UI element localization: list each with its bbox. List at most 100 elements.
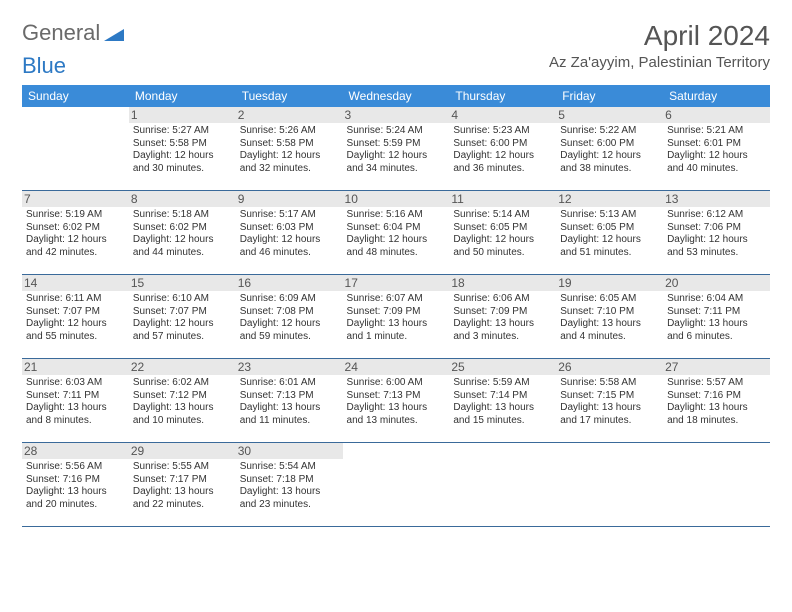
sunset-text: Sunset: 7:11 PM	[667, 306, 766, 319]
calendar-cell: 23 Sunrise: 6:01 AMSunset: 7:13 PMDayligh…	[236, 359, 343, 443]
day-info: Sunrise: 5:19 AMSunset: 6:02 PMDaylight:…	[26, 209, 125, 259]
sunrise-text: Sunrise: 5:59 AM	[453, 377, 552, 390]
day-number: 10	[343, 191, 450, 207]
sunset-text: Sunset: 7:09 PM	[347, 306, 446, 319]
day-number: 13	[663, 191, 770, 207]
daylight-text: Daylight: 12 hours and 48 minutes.	[347, 234, 446, 259]
daylight-text: Daylight: 12 hours and 50 minutes.	[453, 234, 552, 259]
weekday-header: Thursday	[449, 85, 556, 107]
calendar-cell: 5 Sunrise: 5:22 AMSunset: 6:00 PMDaylight…	[556, 107, 663, 191]
calendar-cell: 6 Sunrise: 5:21 AMSunset: 6:01 PMDaylight…	[663, 107, 770, 191]
calendar-cell: 1 Sunrise: 5:27 AMSunset: 5:58 PMDaylight…	[129, 107, 236, 191]
day-number: 29	[129, 443, 236, 459]
sunrise-text: Sunrise: 5:58 AM	[560, 377, 659, 390]
day-number: 4	[449, 107, 556, 123]
day-info: Sunrise: 5:56 AMSunset: 7:16 PMDaylight:…	[26, 461, 125, 511]
calendar-row: 28Sunrise: 5:56 AMSunset: 7:16 PMDayligh…	[22, 443, 770, 527]
day-info: Sunrise: 6:01 AMSunset: 7:13 PMDaylight:…	[240, 377, 339, 427]
day-info: Sunrise: 5:27 AMSunset: 5:58 PMDaylight:…	[133, 125, 232, 175]
calendar-cell: 3Sunrise: 5:24 AMSunset: 5:59 PMDaylight…	[343, 107, 450, 191]
sunrise-text: Sunrise: 5:24 AM	[347, 125, 446, 138]
calendar-cell: 19Sunrise: 6:05 AMSunset: 7:10 PMDayligh…	[556, 275, 663, 359]
daylight-text: Daylight: 13 hours and 17 minutes.	[560, 402, 659, 427]
sunrise-text: Sunrise: 6:05 AM	[560, 293, 659, 306]
sunset-text: Sunset: 6:02 PM	[26, 222, 125, 235]
sunset-text: Sunset: 6:05 PM	[453, 222, 552, 235]
sunset-text: Sunset: 6:01 PM	[667, 138, 766, 151]
sunrise-text: Sunrise: 5:14 AM	[453, 209, 552, 222]
daylight-text: Daylight: 12 hours and 51 minutes.	[560, 234, 659, 259]
day-info: Sunrise: 5:58 AMSunset: 7:15 PMDaylight:…	[560, 377, 659, 427]
day-number: 17	[343, 275, 450, 291]
calendar-cell-empty	[449, 443, 556, 527]
calendar-cell: 29Sunrise: 5:55 AMSunset: 7:17 PMDayligh…	[129, 443, 236, 527]
sunrise-text: Sunrise: 6:09 AM	[240, 293, 339, 306]
daylight-text: Daylight: 12 hours and 38 minutes.	[560, 150, 659, 175]
sunrise-text: Sunrise: 5:22 AM	[560, 125, 659, 138]
day-number: 7	[22, 191, 129, 207]
sunset-text: Sunset: 7:09 PM	[453, 306, 552, 319]
daylight-text: Daylight: 13 hours and 1 minute.	[347, 318, 446, 343]
sunset-text: Sunset: 7:08 PM	[240, 306, 339, 319]
day-number: 11	[449, 191, 556, 207]
day-number: 8	[129, 191, 236, 207]
daylight-text: Daylight: 12 hours and 44 minutes.	[133, 234, 232, 259]
day-info: Sunrise: 6:10 AMSunset: 7:07 PMDaylight:…	[133, 293, 232, 343]
sunset-text: Sunset: 6:03 PM	[240, 222, 339, 235]
day-number: 6	[663, 107, 770, 123]
weekday-header: Monday	[129, 85, 236, 107]
sunset-text: Sunset: 7:18 PM	[240, 474, 339, 487]
weekday-header: Sunday	[22, 85, 129, 107]
sunset-text: Sunset: 7:11 PM	[26, 390, 125, 403]
sunrise-text: Sunrise: 6:06 AM	[453, 293, 552, 306]
weekday-header: Friday	[556, 85, 663, 107]
day-info: Sunrise: 5:18 AMSunset: 6:02 PMDaylight:…	[133, 209, 232, 259]
calendar-cell: 16Sunrise: 6:09 AMSunset: 7:08 PMDayligh…	[236, 275, 343, 359]
sunset-text: Sunset: 5:58 PM	[133, 138, 232, 151]
daylight-text: Daylight: 12 hours and 36 minutes.	[453, 150, 552, 175]
sunrise-text: Sunrise: 5:27 AM	[133, 125, 232, 138]
sunrise-text: Sunrise: 5:23 AM	[453, 125, 552, 138]
calendar-cell: 9Sunrise: 5:17 AMSunset: 6:03 PMDaylight…	[236, 191, 343, 275]
weekday-header-row: SundayMondayTuesdayWednesdayThursdayFrid…	[22, 85, 770, 107]
sunset-text: Sunset: 7:14 PM	[453, 390, 552, 403]
sunset-text: Sunset: 7:07 PM	[26, 306, 125, 319]
calendar-cell: 30Sunrise: 5:54 AMSunset: 7:18 PMDayligh…	[236, 443, 343, 527]
calendar-cell: 25Sunrise: 5:59 AMSunset: 7:14 PMDayligh…	[449, 359, 556, 443]
calendar-cell-empty	[343, 443, 450, 527]
day-info: Sunrise: 6:03 AMSunset: 7:11 PMDaylight:…	[26, 377, 125, 427]
weekday-header: Saturday	[663, 85, 770, 107]
day-number: 9	[236, 191, 343, 207]
day-number: 15	[129, 275, 236, 291]
calendar-cell: 20Sunrise: 6:04 AMSunset: 7:11 PMDayligh…	[663, 275, 770, 359]
calendar-cell: 15 Sunrise: 6:10 AMSunset: 7:07 PMDayligh…	[129, 275, 236, 359]
day-info: Sunrise: 6:05 AMSunset: 7:10 PMDaylight:…	[560, 293, 659, 343]
sunset-text: Sunset: 5:58 PM	[240, 138, 339, 151]
day-number: 25	[449, 359, 556, 375]
day-number: 5	[556, 107, 663, 123]
calendar-cell: 17Sunrise: 6:07 AMSunset: 7:09 PMDayligh…	[343, 275, 450, 359]
sunset-text: Sunset: 6:00 PM	[560, 138, 659, 151]
day-number: 1	[129, 107, 236, 123]
calendar-row: 1Sunrise: 5:27 AMSunset: 5:58 PMDaylight…	[22, 107, 770, 191]
daylight-text: Daylight: 13 hours and 10 minutes.	[133, 402, 232, 427]
daylight-text: Daylight: 12 hours and 40 minutes.	[667, 150, 766, 175]
sunrise-text: Sunrise: 5:18 AM	[133, 209, 232, 222]
sunset-text: Sunset: 5:59 PM	[347, 138, 446, 151]
logo: General	[22, 20, 126, 46]
sunset-text: Sunset: 6:04 PM	[347, 222, 446, 235]
day-number: 3	[343, 107, 450, 123]
calendar-cell: 7 Sunrise: 5:19 AMSunset: 6:02 PMDaylight…	[22, 191, 129, 275]
daylight-text: Daylight: 12 hours and 42 minutes.	[26, 234, 125, 259]
day-info: Sunrise: 6:12 AMSunset: 7:06 PMDaylight:…	[667, 209, 766, 259]
logo-text-general: General	[22, 20, 100, 46]
day-number: 23	[236, 359, 343, 375]
calendar-cell-empty	[663, 443, 770, 527]
day-info: Sunrise: 5:14 AMSunset: 6:05 PMDaylight:…	[453, 209, 552, 259]
sunrise-text: Sunrise: 6:01 AM	[240, 377, 339, 390]
day-info: Sunrise: 5:21 AMSunset: 6:01 PMDaylight:…	[667, 125, 766, 175]
sunrise-text: Sunrise: 5:16 AM	[347, 209, 446, 222]
calendar-cell: 13 Sunrise: 6:12 AMSunset: 7:06 PMDayligh…	[663, 191, 770, 275]
day-number: 12	[556, 191, 663, 207]
calendar-cell: 18Sunrise: 6:06 AMSunset: 7:09 PMDayligh…	[449, 275, 556, 359]
